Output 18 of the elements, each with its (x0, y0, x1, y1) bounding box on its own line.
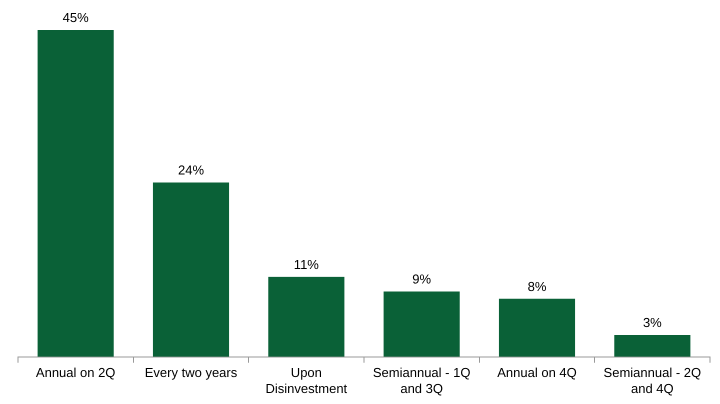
bar (384, 291, 460, 357)
x-tick-label: Every two years (144, 365, 238, 380)
x-tick-label: Semiannual - 2Q and 4Q (604, 365, 702, 396)
x-tick-label: Semiannual - 1Q and 3Q (372, 365, 470, 396)
data-label: 11% (294, 256, 320, 272)
x-tick-label: Upon Disinvestment (266, 365, 348, 396)
bar (38, 30, 114, 357)
data-label: 45% (62, 10, 90, 26)
bar (614, 335, 690, 357)
bar (152, 182, 230, 357)
bar (268, 276, 344, 357)
data-label: 8% (528, 278, 547, 294)
bar (498, 298, 576, 357)
data-label: 3% (642, 315, 662, 330)
x-tick-label: Annual on 4Q (497, 365, 577, 380)
data-label: 9% (412, 272, 432, 287)
data-label: 24% (178, 162, 204, 178)
x-tick-label: Annual on 2Q (36, 365, 116, 380)
